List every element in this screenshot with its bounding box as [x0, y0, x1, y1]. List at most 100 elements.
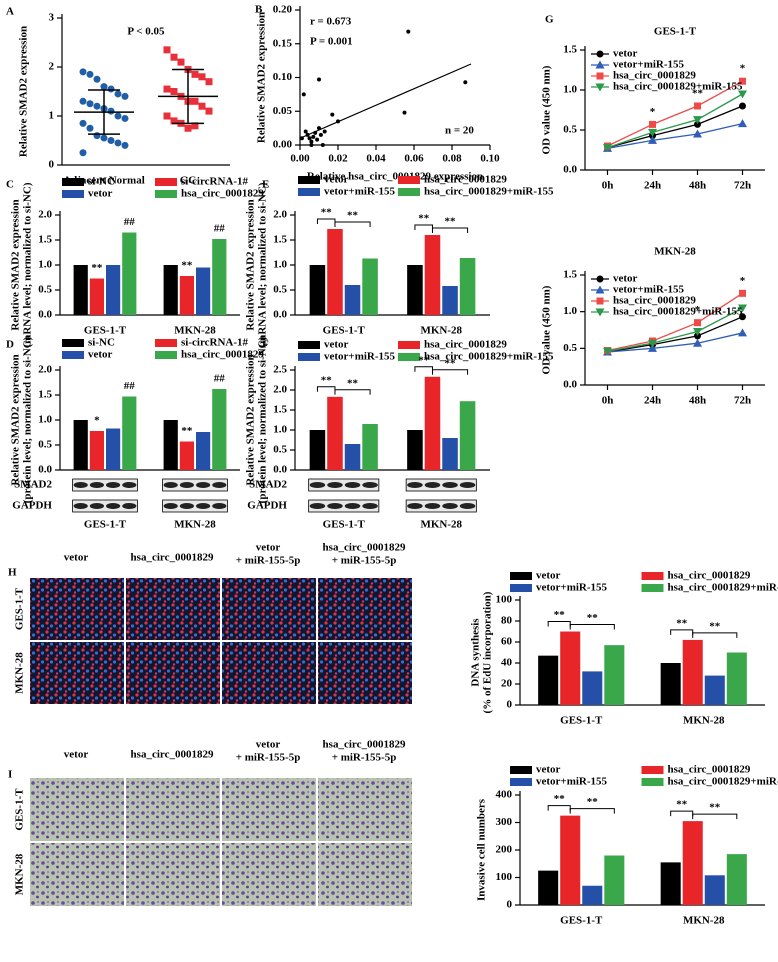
point [79, 149, 87, 157]
point [596, 275, 604, 283]
legend-label: hsa_circ_0001829 [613, 295, 696, 307]
column-label: hsa_circ_0001829 [323, 542, 406, 554]
y-tick-label: 0.00 [273, 139, 293, 151]
legend-label: hsa_circ_0001829 [613, 70, 696, 82]
significance-bracket [547, 621, 571, 627]
significance-bracket [316, 218, 336, 224]
micrograph [30, 778, 124, 841]
point [694, 102, 701, 110]
y-tick-label: 2 [49, 61, 55, 73]
point [596, 72, 604, 80]
blot-band [179, 482, 194, 488]
bar [560, 815, 581, 905]
annotation: ** [676, 799, 688, 811]
x-tick-label: MKN-28 [683, 715, 725, 727]
blot-band [309, 482, 326, 488]
row-label: MKN-28 [14, 652, 26, 694]
y-tick-label: 0.5 [273, 284, 287, 296]
x-tick-label: MKN-28 [683, 915, 725, 927]
sd-bar [88, 89, 120, 135]
panel-letter: I [8, 769, 12, 781]
bar [327, 229, 343, 315]
blot-band [212, 503, 227, 509]
legend-label: vetor+miR-155 [613, 284, 685, 296]
annotation: * [740, 63, 746, 75]
x-tick-label: GES-1-T [84, 325, 127, 337]
blot-band [327, 503, 343, 509]
blot [405, 499, 477, 513]
y-tick-label: 1.5 [38, 389, 52, 401]
y-tick-label: 1.0 [273, 424, 287, 436]
point [121, 114, 129, 122]
legend-label: vetor+miR-155 [613, 59, 685, 71]
x-tick-label: 0.00 [290, 153, 310, 165]
point [693, 129, 702, 138]
micrograph [126, 578, 220, 640]
significance-bracket [670, 810, 694, 817]
significance-bracket [569, 808, 615, 814]
blot-band [362, 482, 378, 488]
point [596, 50, 604, 58]
blot-label: GAPDH [12, 500, 52, 512]
bar [407, 265, 423, 315]
legend-label: hsa_circ_0001829 [424, 174, 507, 186]
y-tick-label: 1.0 [38, 259, 52, 271]
significance-bracket [414, 224, 433, 230]
blot-band [362, 503, 378, 509]
point [79, 68, 87, 76]
legend-label: hsa_circ_0001829 [181, 188, 264, 200]
y-tick-label: 0.5 [563, 342, 577, 354]
series-line [607, 292, 743, 352]
y-tick-label: 1.0 [273, 259, 287, 271]
blot-band [106, 503, 121, 509]
point [86, 100, 94, 108]
x-tick-label: 0.10 [480, 153, 500, 165]
bar [442, 286, 458, 315]
point [595, 60, 605, 69]
bar [196, 432, 211, 470]
legend-label: hsa_circ_0001829+miR-155 [613, 306, 743, 318]
bar [560, 631, 581, 705]
bar [327, 396, 343, 470]
blot-band [122, 482, 137, 488]
column-label: vetor [256, 542, 281, 554]
point [311, 134, 316, 139]
blot-band [122, 503, 137, 509]
panel-letter: E [262, 179, 269, 191]
point [320, 143, 325, 147]
bar [309, 265, 326, 315]
legend-swatch [510, 778, 532, 786]
y-tick-label: 0 [49, 159, 55, 171]
blot-band [459, 482, 476, 488]
blot-band [407, 482, 423, 488]
y-tick-label: 2.0 [38, 364, 52, 376]
point [739, 289, 746, 297]
x-tick-label: MKN-28 [420, 519, 462, 531]
bar [106, 428, 121, 470]
point [107, 137, 115, 144]
point [100, 134, 108, 142]
legend-swatch [510, 572, 532, 580]
column-label: + miR-155-5p [332, 752, 397, 764]
series-line [607, 316, 743, 353]
x-tick-label: MKN-28 [174, 325, 216, 337]
bar [73, 265, 88, 315]
annotation: ** [321, 374, 333, 386]
legend-label: vetor+miR-155 [536, 776, 608, 788]
x-tick-label: MKN-28 [174, 519, 216, 531]
bar [179, 441, 194, 470]
point [693, 327, 702, 336]
point [603, 347, 612, 356]
legend-label: vetor [613, 273, 638, 285]
x-axis-label: Relative hsa_circ_0001829 expression [307, 171, 483, 183]
annotation: ## [214, 223, 226, 235]
annotation: ** [181, 425, 193, 437]
column-label: hsa_circ_0001829 [131, 552, 214, 564]
y-axis-label: DNA synthesis [470, 618, 482, 687]
point [79, 97, 87, 105]
point [163, 85, 171, 93]
chart-title: GES-1-T [654, 26, 697, 38]
blot-band [309, 503, 326, 509]
blot-band [196, 482, 211, 488]
